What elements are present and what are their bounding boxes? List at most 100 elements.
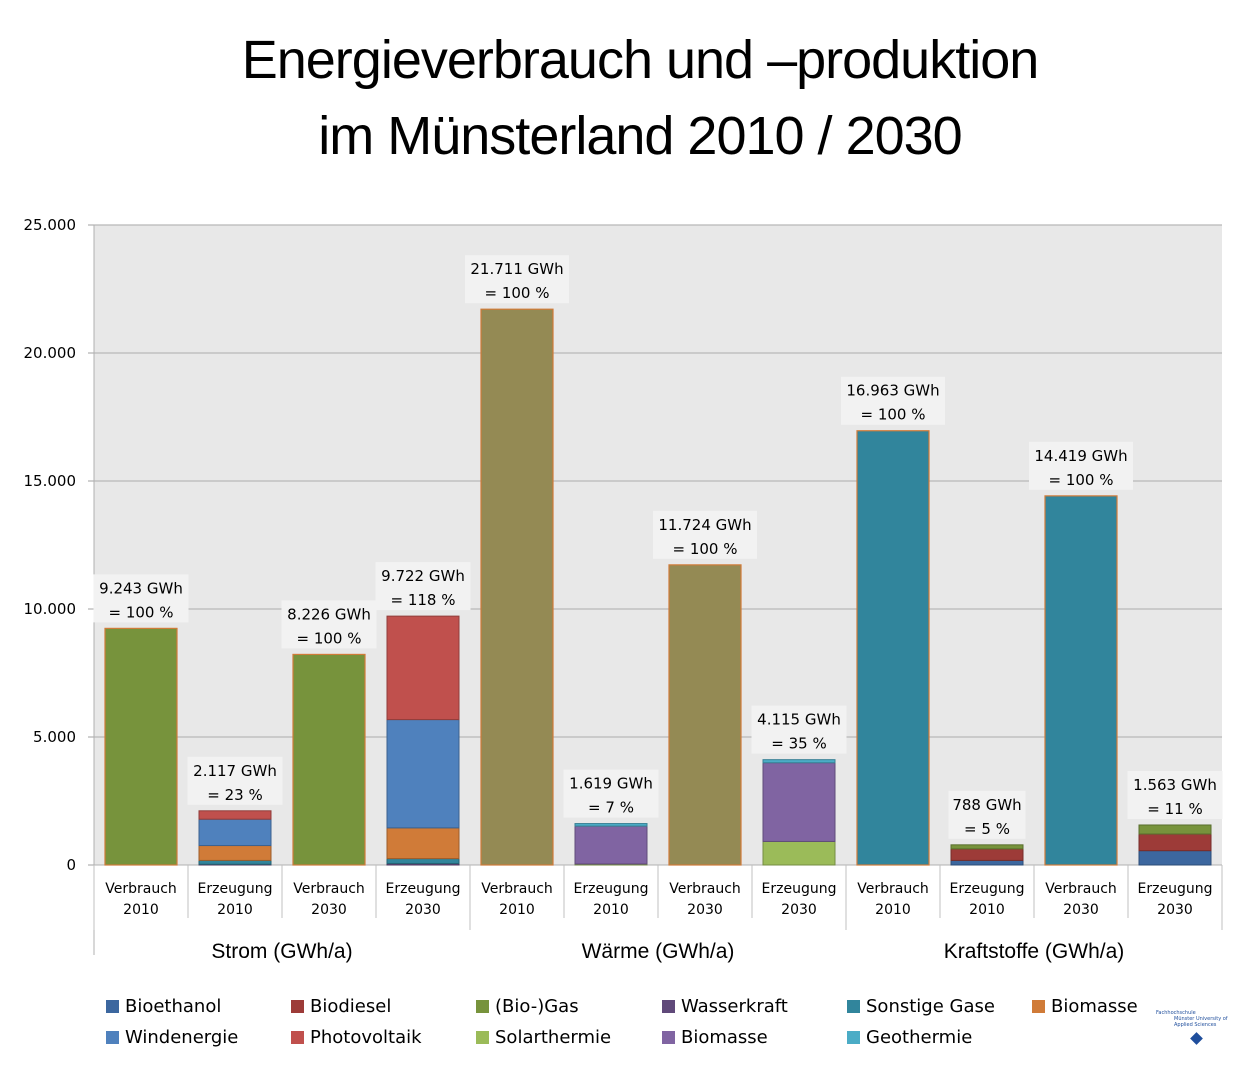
consumption-bar <box>1044 495 1118 866</box>
chart-title: Energieverbrauch und –produktion im Müns… <box>0 22 1246 174</box>
legend-item: Sonstige Gase <box>847 996 995 1017</box>
group-label: Wärme (GWh/a) <box>582 940 735 963</box>
chart-title-line-2: im Münsterland 2010 / 2030 <box>318 106 962 166</box>
consumption-bar <box>856 430 930 866</box>
bar-segment-verbrauch <box>480 308 554 866</box>
data-label-value: 11.724 GWh <box>658 516 751 534</box>
y-tick-label: 15.000 <box>24 472 77 490</box>
legend-item: Biodiesel <box>291 996 391 1017</box>
production-bar <box>1138 824 1212 866</box>
group-label: Strom (GWh/a) <box>211 940 352 963</box>
legend-swatch <box>476 1000 489 1013</box>
bar-segment-verbrauch <box>1044 495 1118 866</box>
data-label-value: 16.963 GWh <box>846 382 939 400</box>
legend-item: (Bio-)Gas <box>476 996 579 1017</box>
consumption-bar <box>104 627 178 866</box>
legend-item: Biomasse <box>662 1027 768 1048</box>
x-tick-label: 2030 <box>1157 902 1193 918</box>
data-label-box <box>187 756 283 805</box>
stacked-bar-chart: 0 5.000 10.000 15.000 20.000 25.000 9.243 GWh =… <box>24 216 1223 963</box>
bar-segment-geothermie <box>762 759 836 764</box>
legend-item: Photovoltaik <box>291 1027 422 1048</box>
bar-segment-verbrauch <box>292 653 366 866</box>
x-tick-label: 2010 <box>499 902 535 918</box>
legend-label: Windenergie <box>125 1027 239 1048</box>
data-label-value: 1.563 GWh <box>1133 776 1217 794</box>
bar-segment-photovoltaik <box>386 615 460 721</box>
data-label-box <box>841 376 945 425</box>
data-label-percent: = 35 % <box>771 735 826 753</box>
production-bar <box>762 759 836 866</box>
legend-label: Photovoltaik <box>310 1027 422 1048</box>
data-label-percent: = 100 % <box>109 603 174 621</box>
x-tick-label: Erzeugung <box>1138 881 1213 897</box>
x-tick-label: 2010 <box>123 902 159 918</box>
bar-segment-geothermie <box>574 823 648 827</box>
legend-label: Solarthermie <box>495 1027 612 1048</box>
bar-segment-biomasse-strom <box>198 845 272 861</box>
logo-text-line-2: Münster University of Applied Sciences <box>1174 1016 1228 1028</box>
bar-segment-sonstige-gase <box>198 859 272 865</box>
data-label-value: 2.117 GWh <box>193 762 277 780</box>
consumption-bar <box>480 308 554 866</box>
university-logo: Fachhochschule Münster University of App… <box>1156 1010 1236 1050</box>
data-label-box <box>1029 441 1133 490</box>
data-label-percent: = 100 % <box>1049 471 1114 489</box>
bar-segment-solarthermie <box>762 840 836 866</box>
data-label-percent: = 11 % <box>1147 800 1202 818</box>
bar-segment-biomasse-wärme <box>574 825 648 865</box>
x-tick-label: 2010 <box>217 902 253 918</box>
data-label-percent: = 100 % <box>861 406 926 424</box>
legend-swatch <box>847 1000 860 1013</box>
data-label-percent: = 100 % <box>297 629 362 647</box>
data-label-box <box>93 574 189 623</box>
x-tick-label: Erzeugung <box>198 881 273 897</box>
legend-swatch <box>106 1031 119 1044</box>
y-tick-label: 10.000 <box>24 600 77 618</box>
bar-segment-bio-gas <box>1138 824 1212 835</box>
x-tick-label: Verbrauch <box>293 881 365 897</box>
data-label-box <box>948 790 1026 839</box>
data-label-box <box>751 705 847 754</box>
consumption-bar <box>668 564 742 866</box>
production-bar <box>198 810 272 866</box>
x-tick-label: Erzeugung <box>574 881 649 897</box>
data-label-percent: = 5 % <box>964 820 1010 838</box>
legend-item: Biomasse <box>1032 996 1138 1017</box>
bar-segment-biodiesel <box>950 848 1024 861</box>
legend-swatch <box>291 1000 304 1013</box>
data-label-value: 4.115 GWh <box>757 711 841 729</box>
logo-text-line-1: Fachhochschule <box>1156 1010 1196 1016</box>
legend-label: (Bio-)Gas <box>495 996 579 1017</box>
legend-label: Bioethanol <box>125 996 222 1017</box>
legend-swatch <box>476 1031 489 1044</box>
y-tick-label: 20.000 <box>24 344 77 362</box>
data-label-value: 14.419 GWh <box>1034 447 1127 465</box>
data-label-value: 9.243 GWh <box>99 579 183 597</box>
data-label-percent: = 118 % <box>391 591 456 609</box>
y-tick-label: 25.000 <box>24 216 77 234</box>
x-tick-label: Verbrauch <box>105 881 177 897</box>
bar-segment-windenergie <box>198 818 272 847</box>
production-bar <box>386 615 460 866</box>
x-tick-label: 2010 <box>875 902 911 918</box>
x-tick-label: 2030 <box>1063 902 1099 918</box>
x-tick-label: Erzeugung <box>386 881 461 897</box>
group-label: Kraftstoffe (GWh/a) <box>944 940 1125 963</box>
x-tick-label: Verbrauch <box>669 881 741 897</box>
x-tick-label: 2030 <box>687 902 723 918</box>
x-tick-label: Verbrauch <box>857 881 929 897</box>
data-label-box <box>375 562 471 611</box>
legend-label: Sonstige Gase <box>866 996 995 1017</box>
legend-swatch <box>106 1000 119 1013</box>
chart-title-line-1: Energieverbrauch und –produktion <box>241 30 1040 90</box>
legend-label: Biomasse <box>681 1027 768 1048</box>
x-tick-label: Verbrauch <box>481 881 553 897</box>
bar-segment-biomasse-strom <box>386 827 460 860</box>
legend-item: Windenergie <box>106 1027 238 1048</box>
bar-segment-windenergie <box>386 719 460 829</box>
data-label-box <box>563 769 659 818</box>
production-bar <box>574 823 648 866</box>
bar-segment-verbrauch <box>668 564 742 866</box>
legend-swatch <box>662 1000 675 1013</box>
